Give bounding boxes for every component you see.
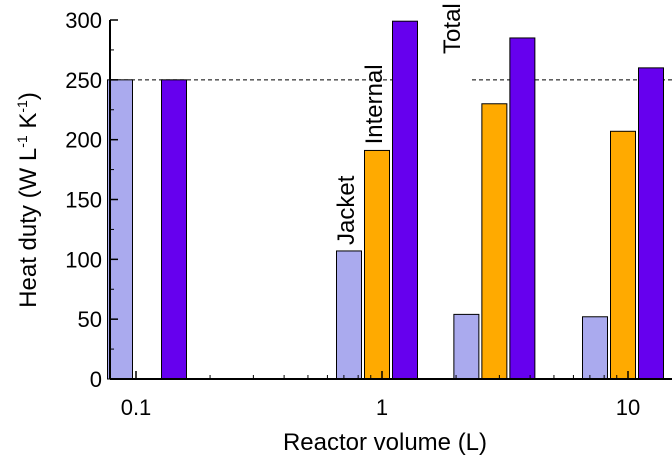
y-tick-label: 200 bbox=[65, 128, 102, 153]
y-tick-label: 300 bbox=[65, 8, 102, 33]
series-label-total: Total bbox=[439, 3, 466, 54]
bars bbox=[107, 20, 664, 380]
y-tick-label: 150 bbox=[65, 188, 102, 213]
bar-jacket bbox=[582, 316, 608, 380]
y-tick-label: 100 bbox=[65, 247, 102, 272]
bar-total bbox=[509, 37, 536, 380]
y-tick-label: 50 bbox=[78, 307, 102, 332]
bar-jacket bbox=[336, 250, 362, 380]
bar-internal bbox=[364, 149, 390, 380]
series-label-internal: Internal bbox=[361, 64, 388, 144]
series-label-jacket: Jacket bbox=[333, 175, 360, 245]
y-tick-label: 250 bbox=[65, 68, 102, 93]
bar-internal bbox=[610, 130, 636, 380]
bar-internal bbox=[481, 103, 508, 380]
x-tick-label: 10 bbox=[616, 395, 640, 420]
x-tick-label: 0.1 bbox=[121, 395, 152, 420]
bar-total bbox=[161, 79, 187, 380]
bar-total bbox=[392, 20, 418, 380]
y-axis-label: Heat duty (W L-1 K-1) bbox=[14, 92, 42, 308]
x-tick-label: 1 bbox=[376, 395, 388, 420]
x-axis-label: Reactor volume (L) bbox=[283, 429, 487, 456]
bar-total bbox=[638, 67, 664, 380]
y-tick-label: 0 bbox=[90, 367, 102, 392]
series-labels: Jacket Internal Total bbox=[333, 3, 466, 245]
bar-jacket bbox=[453, 313, 480, 380]
axes: 0 50 100 150 200 250 300 0.1 1 10 bbox=[65, 8, 672, 420]
